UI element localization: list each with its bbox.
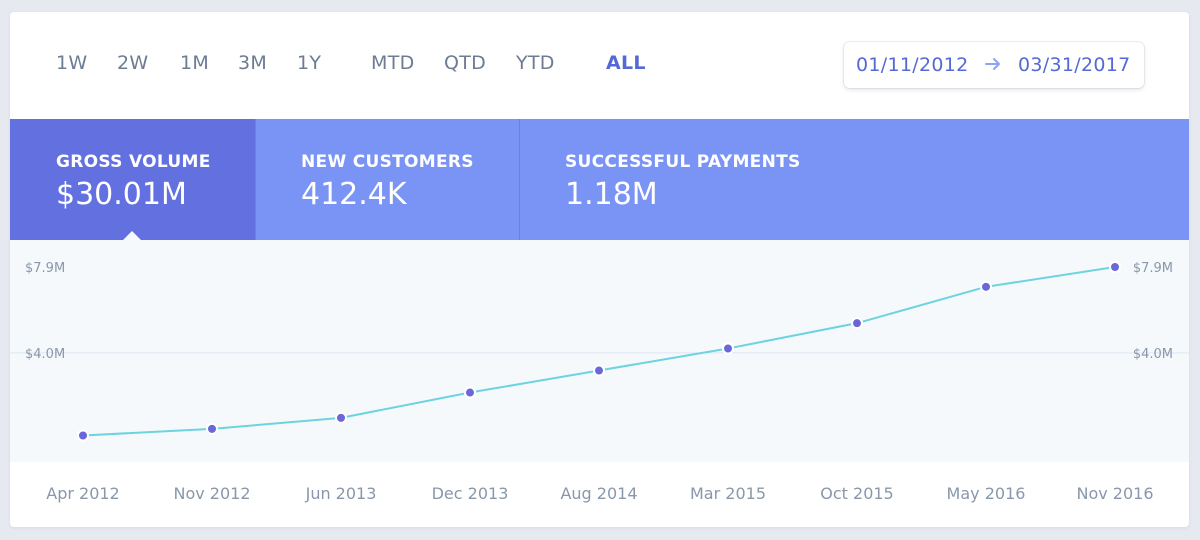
metric-label: SUCCESSFUL PAYMENTS: [565, 152, 801, 172]
range-2w-button[interactable]: 2W: [117, 52, 149, 74]
data-point[interactable]: [464, 386, 476, 399]
x-tick-label: Oct 2015: [820, 484, 893, 503]
y-tick-label-right: $7.9M: [1133, 261, 1173, 276]
range-1w-button[interactable]: 1W: [56, 52, 88, 74]
gross-volume-card: 1W 2W 1M 3M 1Y MTD QTD YTD ALL 01/11/201…: [10, 12, 1189, 527]
x-tick-label: Apr 2012: [46, 484, 119, 503]
x-tick-label: May 2016: [947, 484, 1026, 503]
range-1y-button[interactable]: 1Y: [297, 52, 322, 74]
metric-tab-successful-payments[interactable]: SUCCESSFUL PAYMENTS 1.18M: [519, 119, 1189, 240]
x-tick-label: Jun 2013: [305, 484, 377, 503]
metric-tab-gross-volume[interactable]: GROSS VOLUME $30.01M: [10, 119, 255, 240]
x-tick-label: Nov 2016: [1076, 484, 1153, 503]
chart-area: $7.9M $7.9M $4.0M $4.0M: [10, 240, 1189, 462]
x-tick-label: Aug 2014: [560, 484, 637, 503]
metric-value: 412.4K: [301, 177, 407, 212]
data-point[interactable]: [980, 280, 992, 293]
series-line: [82, 266, 1116, 437]
range-all-button[interactable]: ALL: [606, 52, 646, 74]
y-tick-label-left: $4.0M: [25, 347, 65, 362]
metric-value: $30.01M: [56, 177, 187, 212]
metric-value: 1.18M: [565, 177, 658, 212]
x-tick-label: Dec 2013: [432, 484, 509, 503]
x-tick-label: Nov 2012: [173, 484, 250, 503]
metric-divider: [519, 119, 520, 240]
line-chart: $7.9M $7.9M $4.0M $4.0M: [10, 261, 1189, 442]
data-point[interactable]: [77, 429, 89, 442]
y-tick-label-right: $4.0M: [1133, 347, 1173, 362]
range-selector: 1W 2W 1M 3M 1Y MTD QTD YTD ALL 01/11/201…: [10, 12, 1189, 119]
range-ytd-button[interactable]: YTD: [516, 52, 555, 74]
x-axis-labels: Apr 2012 Nov 2012 Jun 2013 Dec 2013 Aug 2014…: [46, 484, 1153, 503]
y-tick-label-left: $7.9M: [25, 261, 65, 276]
range-1m-button[interactable]: 1M: [180, 52, 210, 74]
x-axis: Apr 2012 Nov 2012 Jun 2013 Dec 2013 Aug 2014…: [10, 462, 1189, 527]
data-point[interactable]: [722, 342, 734, 355]
metric-label: GROSS VOLUME: [56, 152, 211, 172]
metric-label: NEW CUSTOMERS: [301, 152, 474, 172]
range-qtd-button[interactable]: QTD: [444, 52, 487, 74]
range-3m-button[interactable]: 3M: [238, 52, 268, 74]
data-point[interactable]: [335, 411, 347, 424]
data-point[interactable]: [851, 317, 863, 330]
metric-divider: [255, 119, 256, 240]
date-range-picker[interactable]: 01/11/2012 03/31/2017: [844, 42, 1144, 88]
start-date[interactable]: 01/11/2012: [856, 54, 969, 76]
data-point[interactable]: [593, 364, 605, 377]
metrics-tabs: GROSS VOLUME $30.01M NEW CUSTOMERS 412.4…: [10, 119, 1189, 240]
range-mtd-button[interactable]: MTD: [371, 52, 415, 74]
selected-tab-pointer: [123, 231, 141, 240]
data-point[interactable]: [206, 422, 218, 435]
end-date[interactable]: 03/31/2017: [1018, 54, 1131, 76]
data-point[interactable]: [1109, 261, 1121, 273]
x-tick-label: Mar 2015: [690, 484, 766, 503]
arrow-right-icon: [985, 58, 1000, 70]
metric-tab-new-customers[interactable]: NEW CUSTOMERS 412.4K: [255, 119, 519, 240]
